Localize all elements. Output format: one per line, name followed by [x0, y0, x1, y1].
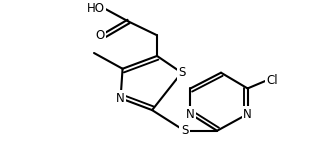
Text: HO: HO — [87, 2, 105, 15]
Text: N: N — [116, 92, 125, 105]
Text: Cl: Cl — [266, 74, 278, 87]
Text: O: O — [96, 29, 105, 42]
Text: N: N — [243, 108, 252, 121]
Text: S: S — [181, 124, 188, 137]
Text: S: S — [178, 66, 185, 79]
Text: N: N — [186, 108, 195, 121]
